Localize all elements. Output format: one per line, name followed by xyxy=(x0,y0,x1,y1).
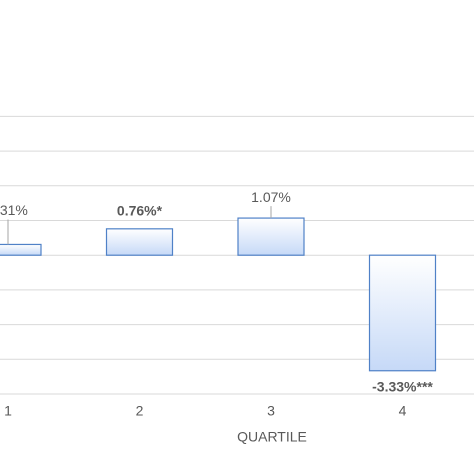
x-tick-label: 4 xyxy=(399,403,407,419)
x-tick-label: 2 xyxy=(136,403,144,419)
x-axis-title: QUARTILE xyxy=(237,429,307,445)
bar xyxy=(0,243,42,256)
bar xyxy=(237,217,305,256)
value-label: -3.33%*** xyxy=(372,378,433,394)
x-tick-label: 1 xyxy=(4,403,12,419)
value-label: 0.31% xyxy=(0,202,28,218)
x-tick-label: 3 xyxy=(267,403,275,419)
bar xyxy=(368,254,437,372)
value-label: 1.07% xyxy=(251,189,291,205)
value-label: 0.76%* xyxy=(117,203,163,219)
bar xyxy=(105,228,174,256)
